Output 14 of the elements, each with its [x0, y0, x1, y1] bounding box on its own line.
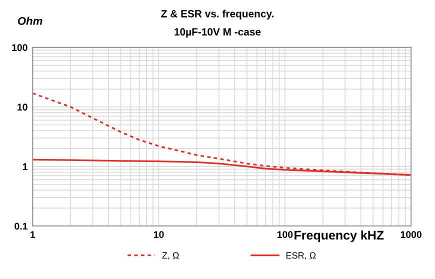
x-tick-label: 10 [154, 231, 164, 238]
x-axis-title: Frequency kHZ [294, 230, 384, 242]
legend-label: ESR, Ω [286, 252, 316, 260]
y-tick-label: 10 [18, 104, 28, 111]
chart-title: Z & ESR vs. frequency. [161, 10, 274, 20]
x-tick-label: 1 [30, 231, 36, 238]
x-tick-label: 100 [277, 231, 293, 238]
y-tick-label: 100 [12, 44, 28, 52]
y-tick-label: 0.1 [14, 222, 28, 230]
legend-label: Z, Ω [162, 252, 179, 260]
chart-subtitle: 10µF-10V M -case [174, 28, 261, 38]
y-axis-title: Ohm [18, 16, 42, 25]
y-tick-label: 1 [22, 163, 28, 170]
x-tick-label: 1000 [400, 231, 422, 238]
